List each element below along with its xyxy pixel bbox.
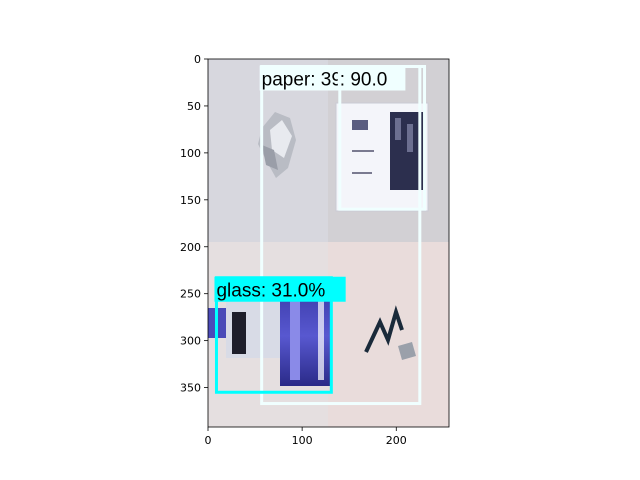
y-tick-label: 300	[180, 335, 201, 348]
detection-label-bg	[214, 276, 346, 302]
bottle	[208, 286, 330, 386]
detection-label: glass: 31.0%	[216, 281, 325, 302]
detection-label-bg	[337, 65, 406, 91]
detection-label: : 90.0	[340, 70, 388, 91]
y-tick-label: 250	[180, 288, 201, 301]
y-tick-label: 100	[180, 147, 201, 160]
y-tick-label: 200	[180, 241, 201, 254]
axis-ticks: 0 100 200 0 50 100 150 200 250 300 350	[180, 53, 407, 447]
y-tick-label: 0	[194, 53, 201, 66]
x-tick-label: 100	[292, 434, 313, 447]
photo-collage	[208, 59, 449, 427]
x-tick-label: 200	[386, 434, 407, 447]
crumpled-foil	[258, 112, 296, 178]
y-tick-label: 50	[187, 100, 201, 113]
printed-paper	[335, 102, 429, 212]
axes-frame	[207, 58, 450, 428]
x-tick-label: 0	[205, 434, 212, 447]
metal-strip	[364, 305, 416, 360]
y-tick-label: 350	[180, 382, 201, 395]
y-tick-label: 150	[180, 194, 201, 207]
